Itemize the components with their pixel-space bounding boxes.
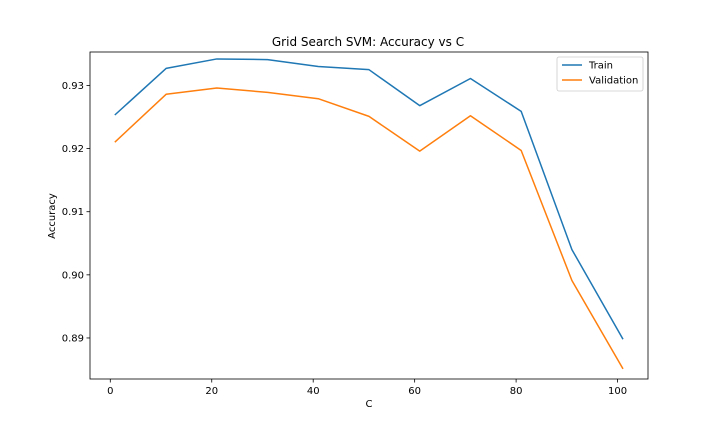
y-tick-label: 0.93 (62, 81, 84, 92)
x-axis-ticks: 0 20 40 60 80 100 (107, 379, 627, 397)
y-tick-label: 0.92 (62, 144, 84, 155)
y-tick-label: 0.89 (62, 333, 84, 344)
x-tick-label: 60 (408, 386, 421, 397)
x-tick-label: 20 (205, 386, 218, 397)
x-tick-label: 0 (107, 386, 113, 397)
y-axis-ticks: 0.89 0.90 0.91 0.92 0.93 (62, 81, 90, 344)
series-layer (114, 58, 624, 370)
x-tick-label: 40 (307, 386, 320, 397)
series-line-validation (114, 87, 624, 370)
x-tick-label: 100 (608, 386, 627, 397)
plot-frame (89, 51, 649, 380)
series-line-train (114, 58, 624, 340)
x-axis-label: C (366, 399, 373, 410)
y-axis-label: Accuracy (47, 193, 58, 239)
legend-label-train: Train (588, 61, 613, 72)
legend-label-validation: Validation (589, 76, 638, 87)
legend: Train Validation (556, 56, 644, 92)
x-tick-label: 80 (510, 386, 523, 397)
y-tick-label: 0.91 (62, 207, 84, 218)
chart-title: Grid Search SVM: Accuracy vs C (272, 35, 464, 49)
y-tick-label: 0.90 (62, 270, 84, 281)
